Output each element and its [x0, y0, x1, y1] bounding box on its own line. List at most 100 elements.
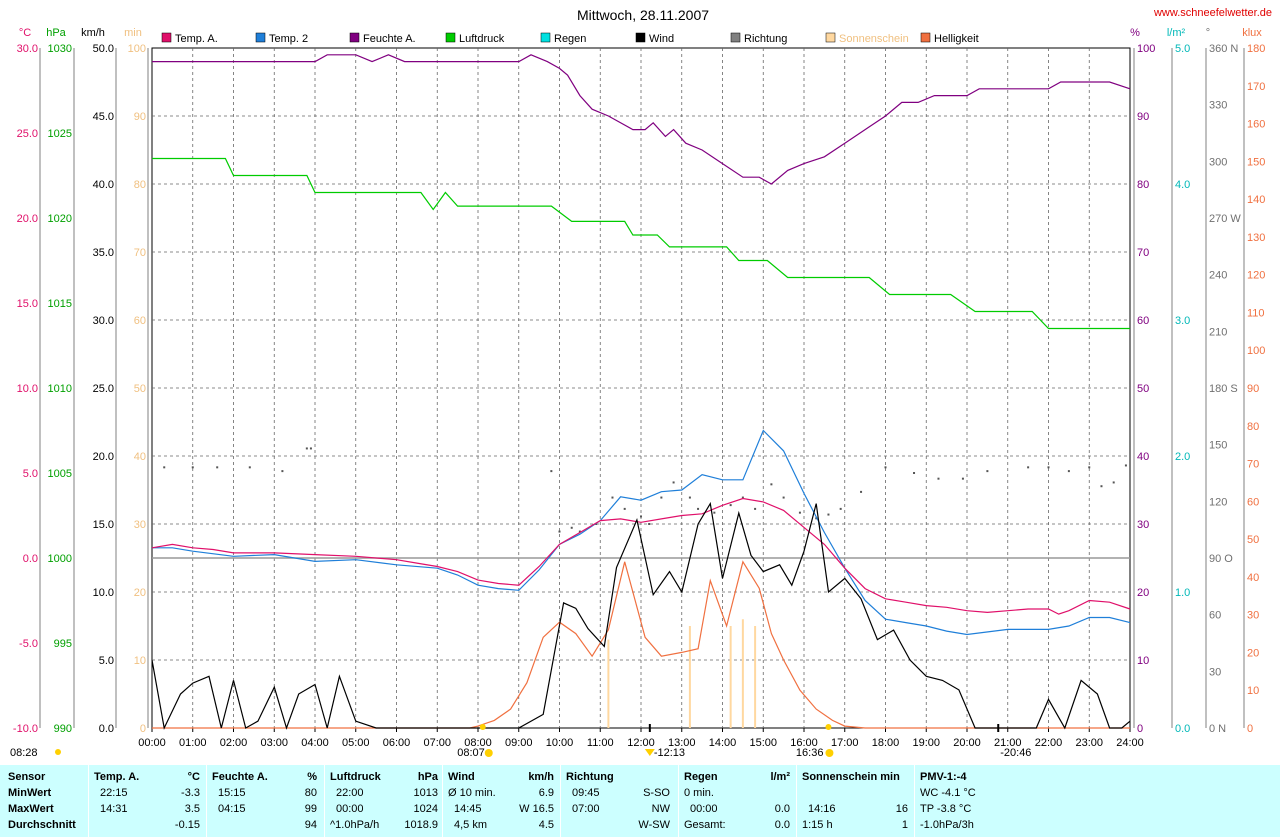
weather-chart: Mittwoch, 28.11.2007 www.schneefelwetter…	[10, 7, 1272, 759]
legend-swatch	[730, 32, 741, 43]
temp-axis-unit: °C	[19, 27, 31, 39]
temp-axis-tick: 25.0	[17, 128, 38, 140]
wind-axis-tick: 30.0	[93, 315, 114, 327]
stats-value: 4.5	[538, 819, 554, 831]
x-tick-label: 08:00	[464, 737, 492, 749]
brightness-axis-tick: 130	[1247, 232, 1265, 244]
stats-sensor-header: Sensor	[8, 771, 46, 783]
direction-dot	[216, 466, 219, 469]
stats-sonnenschein: Sonnenschein min 14:16 16 1:15 h 1	[802, 765, 908, 837]
stats-header: Wind	[448, 771, 475, 783]
direction-dot	[248, 466, 251, 469]
legend-swatch	[349, 32, 360, 43]
legend-label: Sonnenschein	[839, 33, 909, 45]
sun-axis-tick: 80	[134, 179, 146, 191]
direction-dot	[578, 530, 581, 533]
stats-time: ^1.0hPa/h	[330, 819, 380, 831]
direction-dot	[309, 447, 312, 450]
direction-axis-tick: 120	[1209, 496, 1227, 508]
legend: Temp. A. Temp. 2 Feuchte A. Luftdruck Regen W…	[161, 32, 979, 45]
wind-axis-tick: 45.0	[93, 111, 114, 123]
direction-dot	[860, 490, 863, 493]
sun-axis-tick: 10	[134, 655, 146, 667]
temp-axis-tick: -10.0	[13, 723, 38, 735]
noon-icon	[644, 749, 655, 756]
humidity-axis-tick: 60	[1137, 315, 1149, 327]
sunrise-icon	[479, 724, 486, 730]
stats-value: 94	[304, 819, 317, 831]
pressure-axis-tick: 995	[54, 638, 72, 650]
legend-swatch	[635, 32, 646, 43]
direction-dot	[1100, 485, 1103, 488]
stats-value: 1024	[413, 803, 438, 815]
rain-axis-tick: 1.0	[1175, 587, 1190, 599]
brightness-axis-tick: 60	[1247, 496, 1259, 508]
legend-label: Richtung	[744, 33, 787, 45]
wind-axis-tick: 50.0	[93, 43, 114, 55]
x-tick-label: 14:00	[709, 737, 737, 749]
stats-wind: Wind km/h Ø 10 min. 6.9 14:45 W 16.5 4,5 km…	[448, 765, 554, 837]
stats-time: 14:45	[454, 803, 482, 815]
sun-axis-unit: min	[124, 27, 142, 39]
stats-value: 1	[901, 819, 908, 831]
stats-pmv-tp: TP -3.8 °C	[920, 803, 972, 815]
stats-time: 15:15	[218, 787, 246, 799]
x-tick-label: 04:00	[301, 737, 329, 749]
rain-axis-tick: 5.0	[1175, 43, 1190, 55]
wind-axis-tick: 35.0	[93, 247, 114, 259]
direction-dot	[729, 504, 732, 507]
direction-dot	[570, 526, 573, 529]
x-tick-label: 18:00	[872, 737, 900, 749]
stats-pmv-wc: WC -4.1 °C	[920, 787, 976, 799]
direction-dot	[281, 470, 284, 473]
series	[151, 54, 1131, 730]
pressure-axis-tick: 1000	[48, 553, 72, 565]
humidity-axis-unit: %	[1130, 27, 1140, 39]
humidity-axis-tick: 30	[1137, 519, 1149, 531]
legend-swatch	[825, 32, 836, 43]
stats-header: PMV-1:-4	[920, 771, 967, 783]
stats-header: Richtung	[566, 771, 614, 783]
stats-feuchte: Feuchte A.% 15:15 80 04:15 99 94	[212, 765, 317, 837]
direction-axis-tick: 30	[1209, 666, 1221, 678]
humidity-axis-tick: 20	[1137, 587, 1149, 599]
direction-dot	[648, 523, 651, 525]
sun-icon	[55, 749, 61, 755]
wind-axis-unit: km/h	[81, 27, 105, 39]
sun-axis-tick: 30	[134, 519, 146, 531]
brightness-axis-tick: 70	[1247, 459, 1259, 471]
stats-value: NW	[651, 803, 670, 815]
legend-label: Temp. 2	[269, 33, 308, 45]
rain-axis-tick: 0.0	[1175, 723, 1190, 735]
direction-dot	[1088, 466, 1091, 469]
humidity-axis-tick: 10	[1137, 655, 1149, 667]
wind-axis-tick: 25.0	[93, 383, 114, 395]
stats-value: 0.0	[774, 819, 790, 831]
temp-2-line	[152, 429, 1131, 636]
brightness-axis-tick: 110	[1247, 307, 1265, 319]
moon-time: -20:46	[1000, 747, 1031, 759]
stats-time: 22:00	[336, 787, 364, 799]
wind-axis-tick: 40.0	[93, 179, 114, 191]
pressure-axis-tick: 1010	[48, 383, 72, 395]
sun-axis-tick: 60	[134, 315, 146, 327]
direction-dot	[1027, 466, 1030, 469]
axes: 30.025.020.015.010.05.00.0-5.0-10.0°C103…	[13, 27, 1265, 749]
direction-dot	[1067, 470, 1070, 473]
direction-dot	[672, 481, 675, 484]
humidity-line	[152, 54, 1131, 185]
pressure-axis-unit: hPa	[46, 27, 66, 39]
x-tick-label: 23:00	[1075, 737, 1103, 749]
x-tick-label: 02:00	[220, 737, 248, 749]
direction-dot	[815, 517, 818, 520]
humidity-axis-tick: 90	[1137, 111, 1149, 123]
temp-axis-tick: 5.0	[23, 468, 38, 480]
brightness-axis-tick: 160	[1247, 119, 1265, 131]
stats-header: Sonnenschein min	[802, 771, 900, 783]
x-tick-label: 13:00	[668, 737, 696, 749]
brightness-axis-tick: 80	[1247, 421, 1259, 433]
direction-axis-tick: 300	[1209, 156, 1227, 168]
stats-row-min-label: MinWert	[8, 787, 52, 799]
direction-dot	[1047, 466, 1050, 469]
legend-label: Regen	[554, 33, 586, 45]
